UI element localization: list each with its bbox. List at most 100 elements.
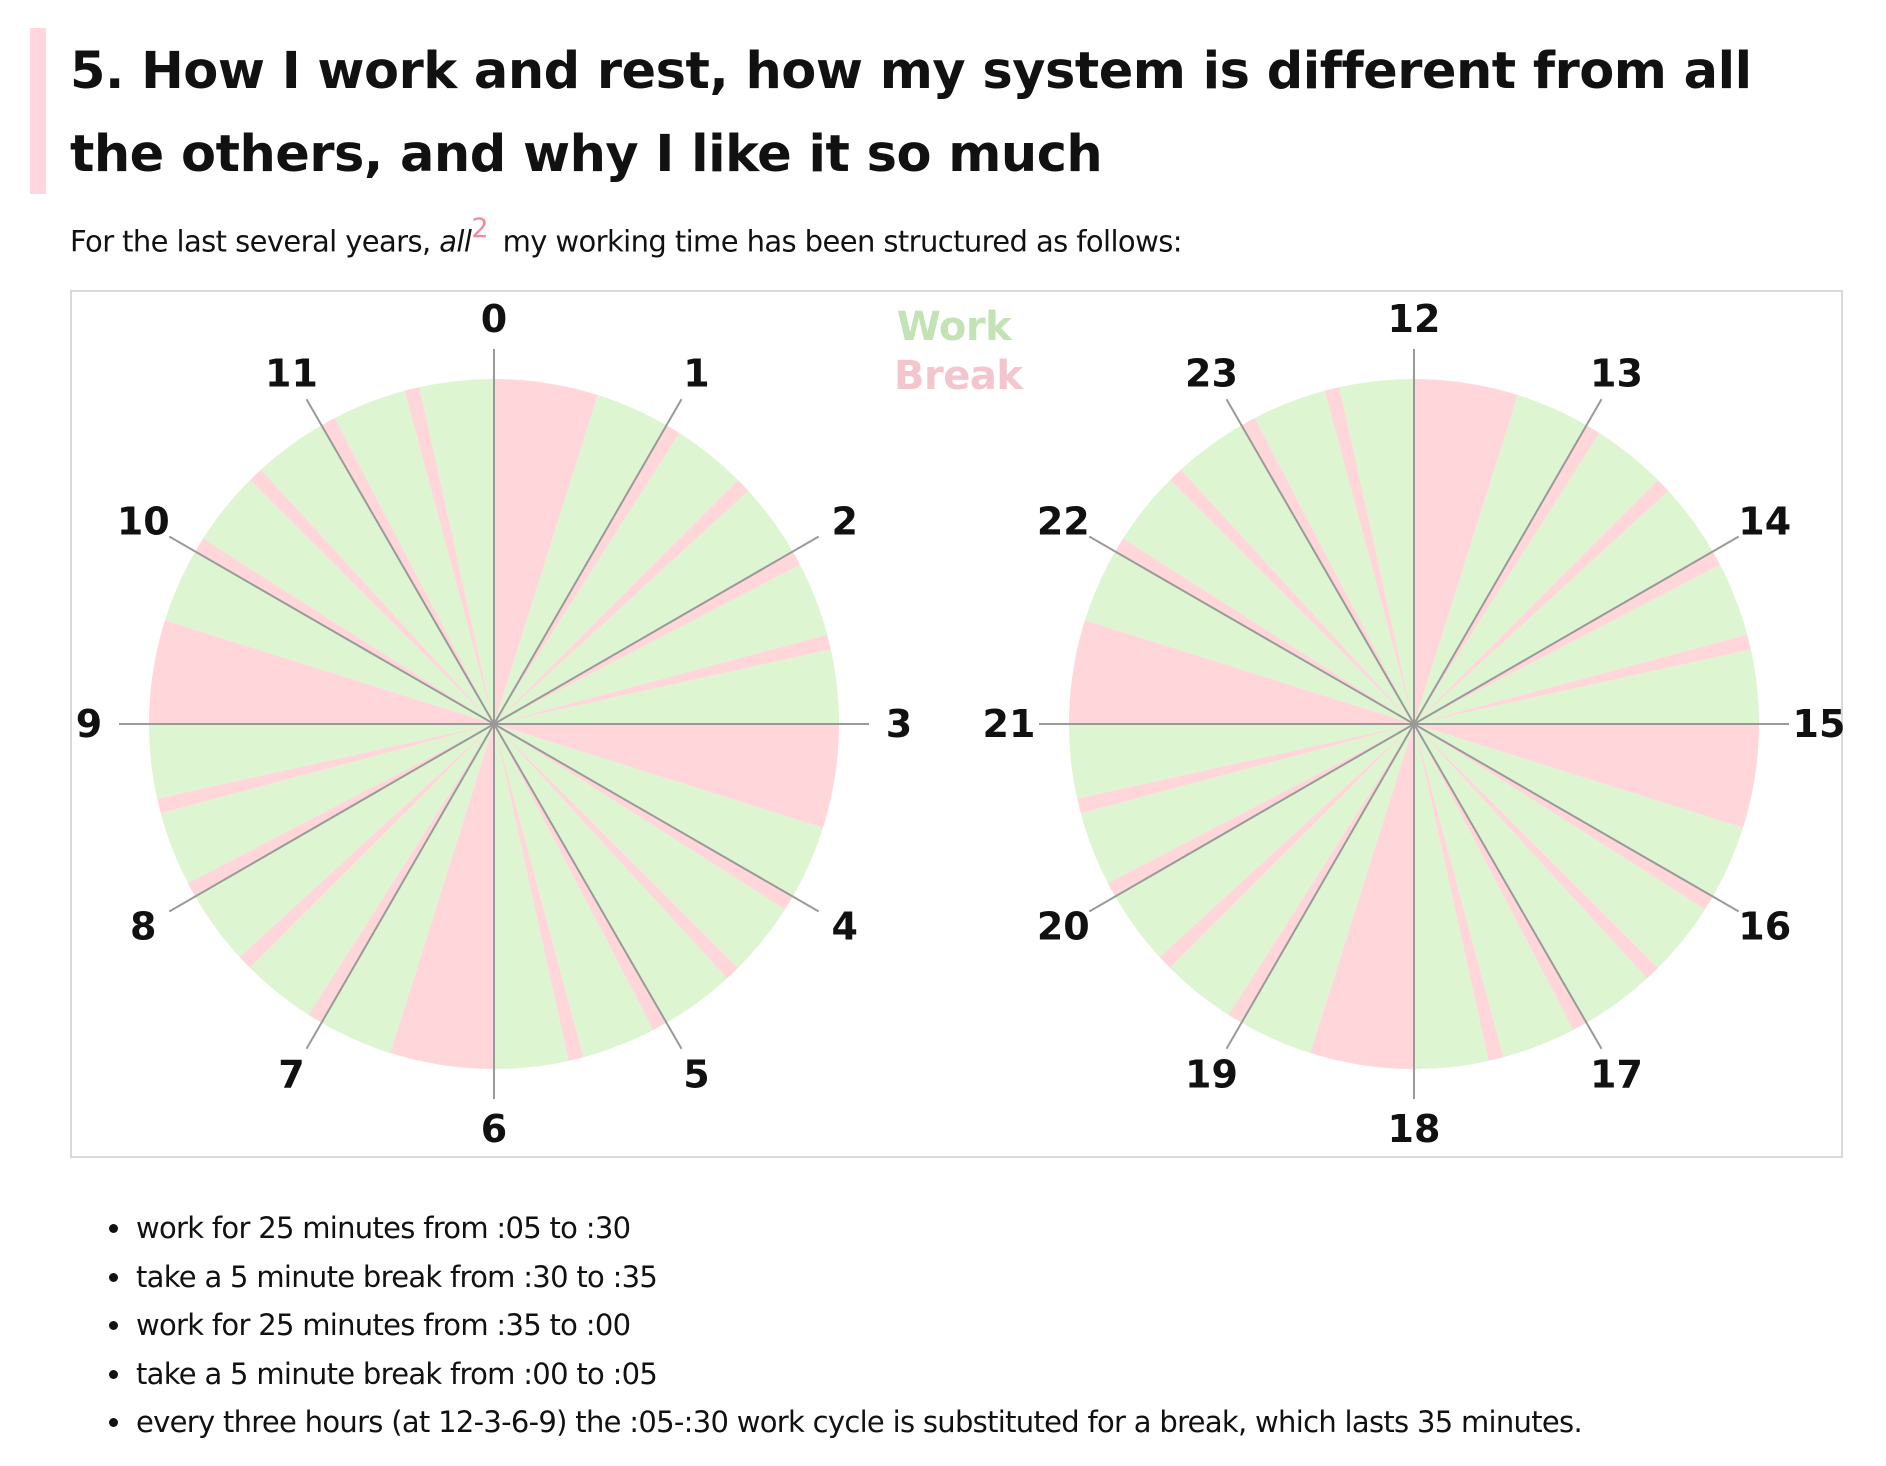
intro-emphasis: all bbox=[439, 224, 472, 259]
legend: Work Break bbox=[894, 303, 1023, 401]
work-sector bbox=[1414, 433, 1658, 724]
hour-divider-line bbox=[1413, 535, 1740, 725]
work-sector bbox=[1414, 649, 1759, 724]
work-sector bbox=[195, 724, 494, 958]
work-sector bbox=[160, 724, 494, 884]
break-sector bbox=[1414, 634, 1751, 724]
hour-label: 11 bbox=[265, 351, 318, 395]
schedule-list: work for 25 minutes from :05 to :30 take… bbox=[70, 1204, 1583, 1447]
break-sector bbox=[494, 425, 680, 724]
break-sector bbox=[1310, 724, 1414, 1069]
work-sector bbox=[1339, 379, 1414, 724]
break-sector bbox=[1228, 724, 1414, 1023]
hour-divider-line bbox=[1088, 535, 1415, 725]
break-sector bbox=[1414, 379, 1518, 724]
work-sector bbox=[1115, 724, 1414, 958]
work-sector bbox=[1084, 551, 1414, 724]
hour-label: 2 bbox=[832, 500, 858, 544]
break-sector bbox=[308, 724, 494, 1023]
break-sector bbox=[494, 724, 839, 828]
hour-label: 10 bbox=[117, 500, 170, 544]
hour-divider-line bbox=[1413, 723, 1740, 913]
work-sector bbox=[1414, 564, 1748, 724]
hour-divider-line bbox=[493, 723, 820, 913]
hour-label: 16 bbox=[1738, 905, 1791, 949]
work-sector bbox=[494, 394, 667, 724]
hour-label: 1 bbox=[683, 351, 709, 395]
break-sector bbox=[494, 724, 584, 1061]
break-sector bbox=[1069, 620, 1414, 724]
work-sector bbox=[1414, 394, 1587, 724]
work-sector bbox=[250, 724, 494, 1015]
hour-label: 14 bbox=[1738, 500, 1791, 544]
hour-label: 9 bbox=[76, 702, 102, 746]
break-sector bbox=[494, 634, 831, 724]
work-sector bbox=[494, 649, 839, 724]
hour-label: 18 bbox=[1388, 1107, 1441, 1151]
list-item: every three hours (at 12-3-6-9) the :05-… bbox=[134, 1398, 1583, 1447]
hour-label: 22 bbox=[1037, 500, 1090, 544]
hour-label: 6 bbox=[481, 1107, 507, 1151]
hour-label: 3 bbox=[886, 702, 912, 746]
break-sector bbox=[1115, 538, 1414, 724]
work-sector bbox=[1254, 390, 1414, 724]
work-sector bbox=[1069, 724, 1414, 799]
work-sector bbox=[494, 724, 785, 968]
list-item: work for 25 minutes from :05 to :30 bbox=[134, 1204, 1582, 1253]
hour-divider-line bbox=[1088, 723, 1415, 913]
break-sector bbox=[404, 387, 494, 724]
list-item: work for 25 minutes from :35 to :00 bbox=[134, 1301, 1582, 1350]
work-sector bbox=[419, 379, 494, 724]
work-sector bbox=[494, 724, 569, 1069]
work-sector bbox=[494, 564, 828, 724]
work-sector bbox=[1414, 490, 1713, 724]
break-sector bbox=[1170, 469, 1414, 724]
break-sector bbox=[1414, 480, 1669, 724]
schedule-diagram: 0 1 2 3 4 5 6 7 8 9 10 11 12 13 14 15 16 17 18 19 20 21 22 23 bbox=[70, 290, 1845, 1158]
hour-label: 15 bbox=[1793, 702, 1845, 746]
break-sector bbox=[1159, 724, 1414, 968]
work-sector bbox=[203, 480, 494, 724]
break-sector bbox=[1414, 425, 1600, 724]
work-sector bbox=[494, 724, 824, 897]
footnote-link[interactable]: 2 bbox=[471, 213, 488, 244]
hour-divider-line bbox=[1413, 398, 1603, 725]
legend-break: Break bbox=[894, 353, 1023, 399]
work-sector bbox=[494, 724, 728, 1023]
hour-label: 17 bbox=[1590, 1053, 1643, 1097]
intro-paragraph: For the last several years, all2 my work… bbox=[70, 206, 1182, 269]
hour-divider-line bbox=[168, 723, 495, 913]
work-sector bbox=[321, 724, 494, 1054]
work-sector bbox=[1414, 724, 1574, 1058]
break-sector bbox=[239, 724, 494, 968]
section-heading: 5. How I work and rest, how my system is… bbox=[70, 42, 1752, 184]
work-sector bbox=[1414, 724, 1489, 1069]
list-item: take a 5 minute break from :00 to :05 bbox=[134, 1350, 1582, 1399]
work-sector bbox=[164, 551, 494, 724]
break-sector bbox=[1414, 724, 1713, 910]
hour-divider-line bbox=[1225, 723, 1415, 1050]
heading-accent-bar bbox=[30, 28, 46, 194]
hour-divider-line bbox=[493, 723, 683, 1050]
hour-divider-line bbox=[493, 535, 820, 725]
hour-divider-line bbox=[1413, 723, 1603, 1050]
hour-label: 12 bbox=[1388, 297, 1441, 341]
hour-label: 20 bbox=[1037, 905, 1090, 949]
work-sector bbox=[1170, 724, 1414, 1015]
break-sector bbox=[1414, 724, 1504, 1061]
hour-divider-line bbox=[305, 723, 495, 1050]
work-sector bbox=[260, 425, 494, 724]
break-sector bbox=[157, 724, 494, 814]
break-sector bbox=[195, 538, 494, 724]
list-item: take a 5 minute break from :30 to :35 bbox=[134, 1253, 1582, 1302]
break-sector bbox=[494, 379, 598, 724]
hour-label: 4 bbox=[832, 905, 858, 949]
work-sector bbox=[1123, 480, 1414, 724]
work-sector bbox=[1241, 724, 1414, 1054]
work-sector bbox=[1414, 724, 1744, 897]
hour-label: 8 bbox=[130, 905, 156, 949]
work-sector bbox=[1414, 724, 1705, 968]
hour-label: 7 bbox=[278, 1053, 304, 1097]
intro-text-before: For the last several years, bbox=[70, 224, 431, 259]
